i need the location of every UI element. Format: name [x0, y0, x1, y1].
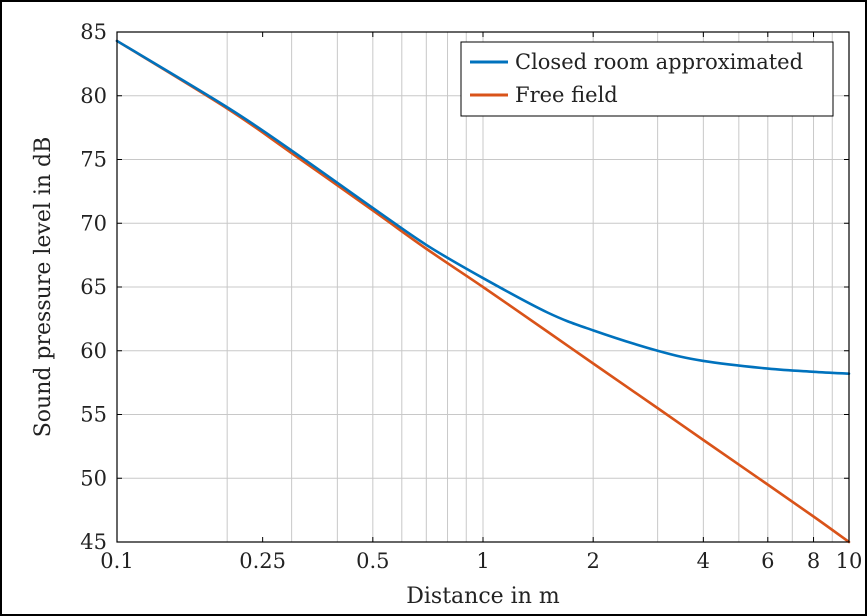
series-layer [115, 39, 851, 544]
x-tick-label: 6 [761, 549, 774, 573]
y-tick-label: 65 [80, 275, 107, 299]
x-tick-label: 0.25 [239, 549, 286, 573]
series-line-free-field [115, 39, 851, 544]
series-line-closed-room [115, 39, 851, 375]
x-axis: 0.1 0.25 0.5 1 2 4 6 8 10 [100, 32, 862, 573]
x-tick-label: 8 [807, 549, 820, 573]
y-tick-label: 50 [80, 466, 107, 490]
y-tick-label: 85 [80, 20, 107, 44]
legend-label-closed-room: Closed room approximated [515, 50, 803, 74]
y-tick-label: 70 [80, 211, 107, 235]
plot-area-border [116, 31, 850, 543]
x-tick-label: 1 [476, 549, 489, 573]
y-axis-label: Sound pressure level in dB [31, 137, 56, 438]
x-tick-label: 0.5 [356, 549, 389, 573]
y-tick-label: 80 [80, 84, 107, 108]
legend-box [460, 41, 834, 117]
x-tick-label: 4 [697, 549, 710, 573]
x-tick-label: 2 [586, 549, 599, 573]
y-tick-label: 75 [80, 148, 107, 172]
x-tick-label: 0.1 [100, 549, 133, 573]
y-tick-label: 55 [80, 403, 107, 427]
x-axis-label: Distance in m [406, 584, 560, 609]
y-tick-label: 45 [80, 530, 107, 554]
legend-label-free-field: Free field [515, 83, 618, 107]
legend: Closed room approximated Free field [460, 41, 834, 117]
x-tick-label: 10 [836, 549, 863, 573]
y-axis: 45 50 55 60 65 70 75 80 85 [80, 20, 849, 554]
y-tick-label: 60 [80, 339, 107, 363]
